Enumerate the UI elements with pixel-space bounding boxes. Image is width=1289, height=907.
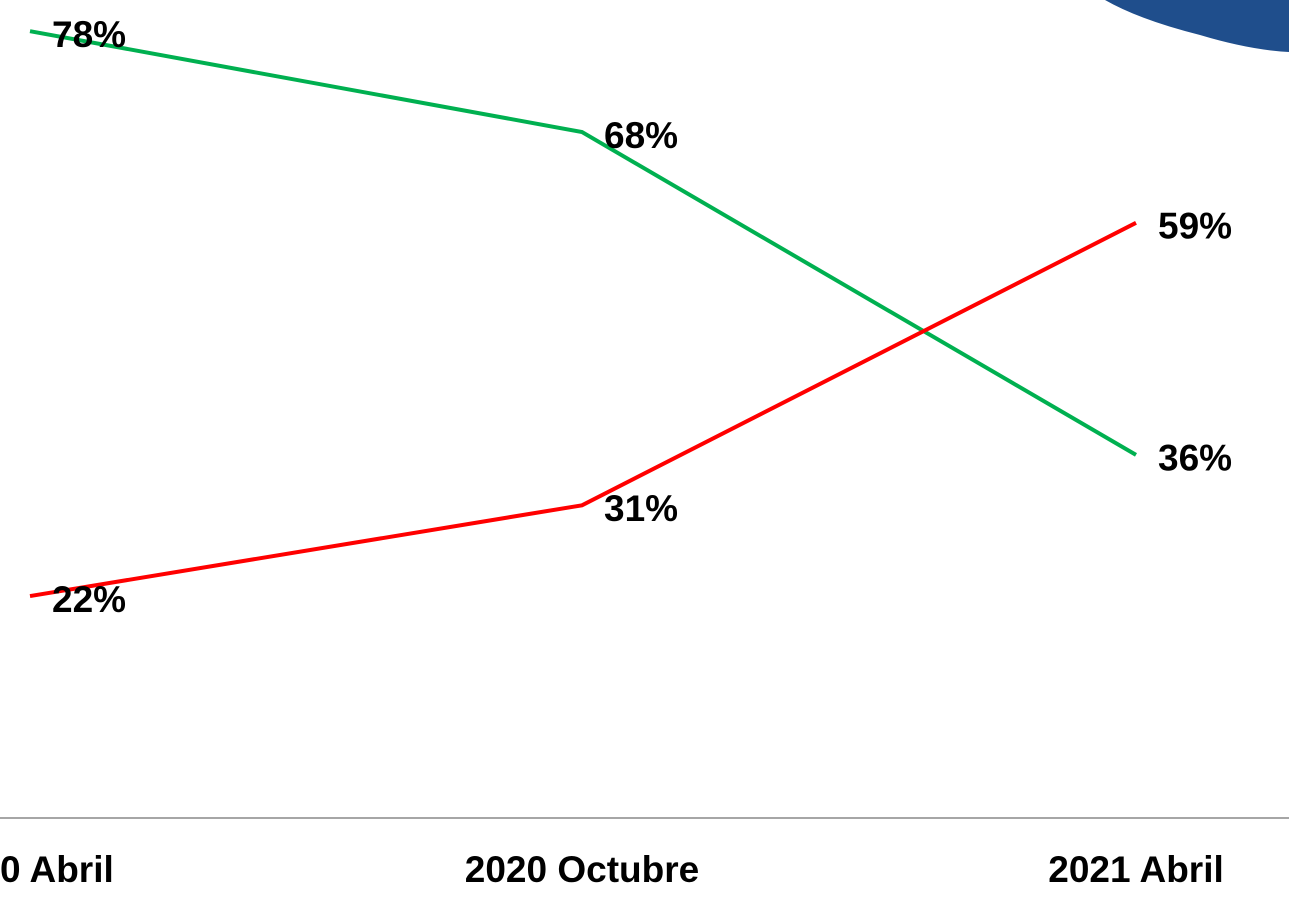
series-line bbox=[29, 29, 1138, 457]
series-line bbox=[29, 221, 1137, 599]
data-label: 68% bbox=[604, 115, 678, 156]
x-tick-label: 2020 Octubre bbox=[465, 849, 699, 890]
data-label: 59% bbox=[1158, 206, 1232, 247]
data-label: 36% bbox=[1158, 438, 1232, 479]
data-label: 31% bbox=[604, 488, 678, 529]
photo-corner bbox=[1105, 0, 1289, 52]
data-label: 78% bbox=[52, 14, 126, 55]
x-tick-label: 0 Abril bbox=[0, 849, 114, 890]
x-tick-label: 2021 Abril bbox=[1048, 849, 1224, 890]
data-label: 22% bbox=[52, 579, 126, 620]
